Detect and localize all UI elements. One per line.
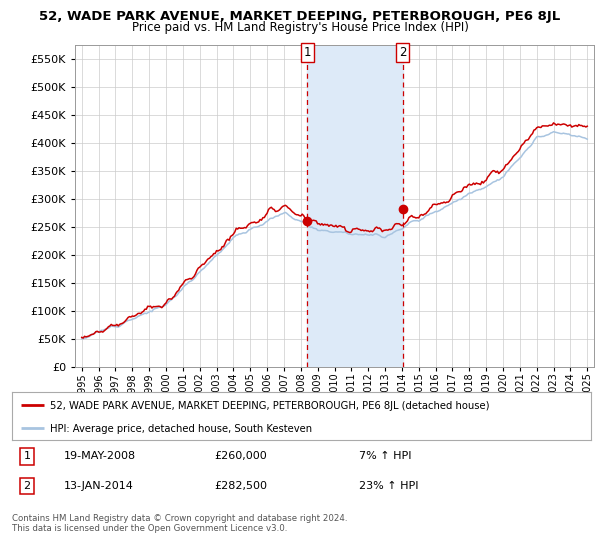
Text: Contains HM Land Registry data © Crown copyright and database right 2024.
This d: Contains HM Land Registry data © Crown c… [12, 514, 347, 534]
Text: 23% ↑ HPI: 23% ↑ HPI [359, 481, 419, 491]
Text: 1: 1 [304, 46, 311, 59]
Text: £260,000: £260,000 [215, 451, 268, 461]
Text: 1: 1 [23, 451, 31, 461]
Text: 2: 2 [23, 481, 31, 491]
Text: HPI: Average price, detached house, South Kesteven: HPI: Average price, detached house, Sout… [50, 424, 312, 433]
Bar [307, 45, 403, 367]
Text: 19-MAY-2008: 19-MAY-2008 [64, 451, 136, 461]
Text: 52, WADE PARK AVENUE, MARKET DEEPING, PETERBOROUGH, PE6 8JL: 52, WADE PARK AVENUE, MARKET DEEPING, PE… [40, 10, 560, 23]
Text: 13-JAN-2014: 13-JAN-2014 [64, 481, 134, 491]
Text: 52, WADE PARK AVENUE, MARKET DEEPING, PETERBOROUGH, PE6 8JL (detached house): 52, WADE PARK AVENUE, MARKET DEEPING, PE… [50, 401, 489, 411]
Text: £282,500: £282,500 [215, 481, 268, 491]
Text: 7% ↑ HPI: 7% ↑ HPI [359, 451, 412, 461]
Text: 2: 2 [399, 46, 406, 59]
Text: Price paid vs. HM Land Registry's House Price Index (HPI): Price paid vs. HM Land Registry's House … [131, 21, 469, 34]
